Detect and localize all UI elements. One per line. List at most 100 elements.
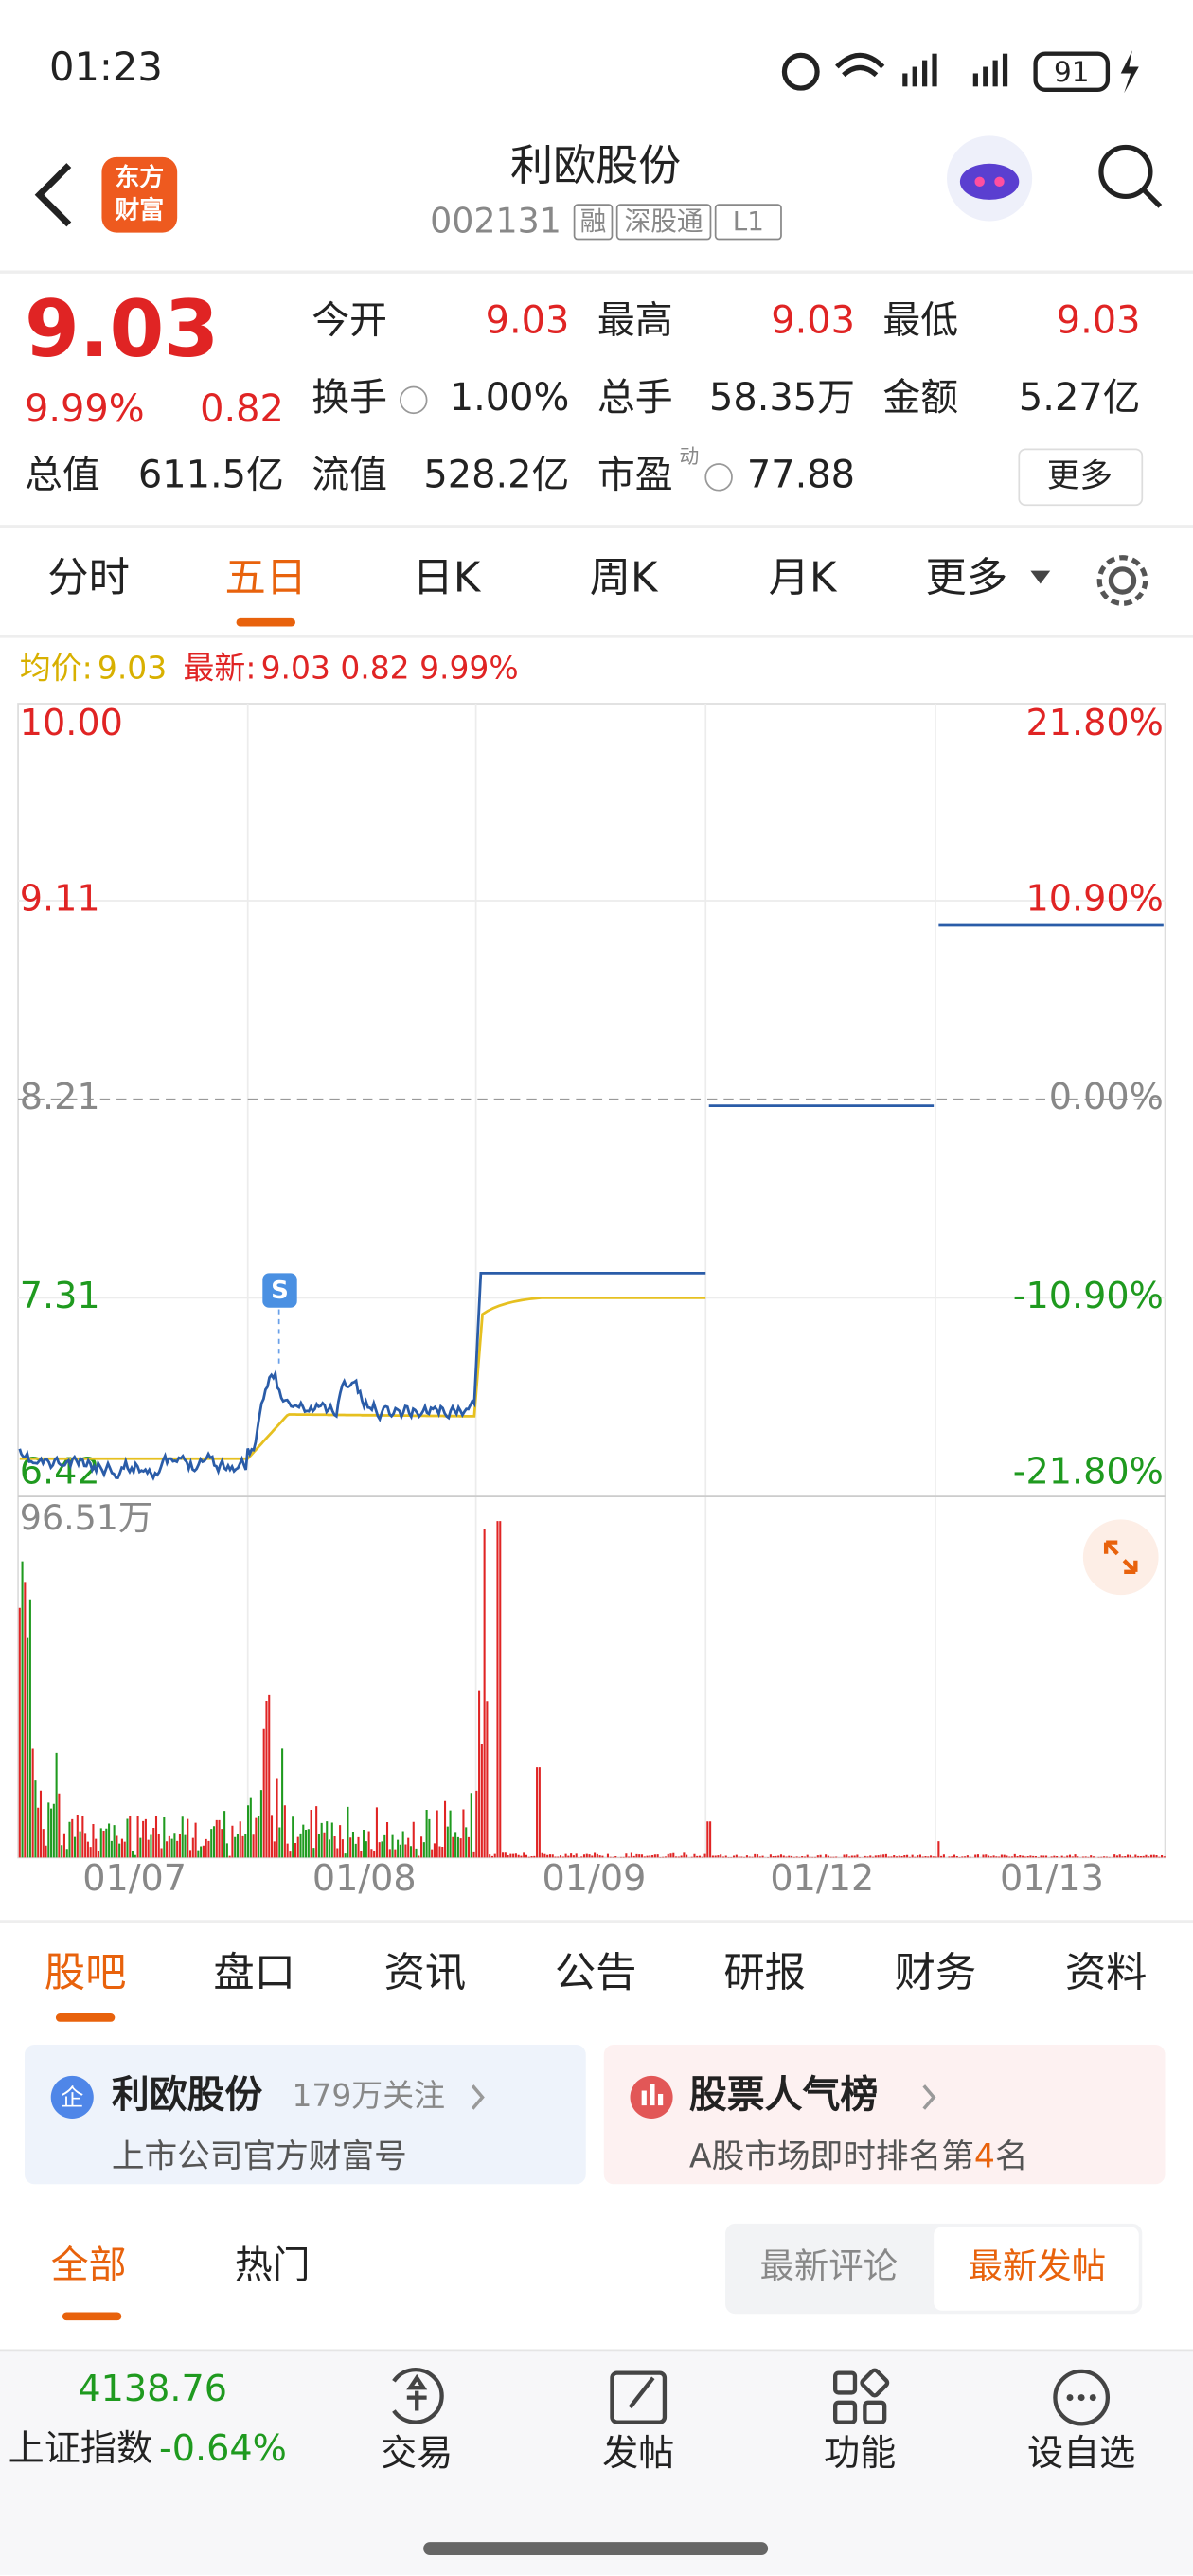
rank-title: 股票人气榜 <box>689 2073 878 2117</box>
company-card[interactable] <box>24 2044 586 2185</box>
quote-stats: 今开 9.03 最高 9.03 最低 9.03 换手 1.00% 总手 58.35万 金额 5.27亿… <box>25 298 1141 496</box>
y-label-right: -21.80% <box>1013 1450 1164 1492</box>
sort-post[interactable]: 最新发帖 <box>969 2245 1107 2286</box>
rank-card[interactable] <box>603 2044 1166 2185</box>
filter-hot[interactable]: 热门 <box>235 2244 311 2287</box>
bottom-items: 交易 发帖 功能 设自选 <box>381 2432 1135 2474</box>
post-icon <box>610 2370 668 2424</box>
latest-value: 9.03 0.82 9.99% <box>261 649 519 686</box>
info-tab[interactable]: 资料 <box>1065 1950 1148 1997</box>
stat-label: 换手 <box>312 376 387 420</box>
info-tab[interactable]: 公告 <box>555 1950 637 1997</box>
filter-all[interactable]: 全部 <box>51 2244 127 2287</box>
stat-value: 611.5亿 <box>138 453 284 496</box>
index-change: -0.64% <box>159 2427 287 2469</box>
info-tab[interactable]: 盘口 <box>213 1950 295 1997</box>
y-label-right: 21.80% <box>1025 702 1163 743</box>
stat-value: 528.2亿 <box>423 453 569 496</box>
stock-code: 002131 <box>430 201 561 242</box>
rank-sub-text: 名 <box>995 2138 1028 2176</box>
marker-box[interactable] <box>262 1273 297 1308</box>
index-value[interactable]: 4138.76 <box>78 2368 227 2409</box>
stat-value: 9.03 <box>486 298 570 342</box>
stat-label: 最低 <box>882 298 958 342</box>
company-follow: 179万关注 <box>293 2077 446 2114</box>
y-label-left: 6.42 <box>20 1450 100 1492</box>
chevron <box>922 2084 936 2110</box>
rank-sub-text: A股市场即时排名第 <box>689 2138 974 2176</box>
y-label-right: 10.90% <box>1025 877 1163 919</box>
date-label: 01/12 <box>770 1857 874 1899</box>
info-icon[interactable] <box>400 385 428 415</box>
price-line <box>18 923 1164 1481</box>
chart-tab[interactable]: 更多 <box>926 555 1008 602</box>
y-label-right: -10.90% <box>1013 1275 1164 1316</box>
dots <box>1066 2394 1096 2402</box>
stat-value: 9.03 <box>1057 298 1141 342</box>
avatar-eye <box>974 176 985 188</box>
date-label: 01/07 <box>82 1857 187 1899</box>
stat-label: 总值 <box>25 453 100 496</box>
tag-box <box>714 204 782 241</box>
date-label: 01/08 <box>312 1857 417 1899</box>
back-button[interactable] <box>34 163 72 227</box>
date-label: 01/09 <box>542 1857 646 1899</box>
stat-label: 市盈 <box>597 453 673 496</box>
avg-label: 均价: <box>20 649 93 686</box>
company-icon-text: 企 <box>61 2084 83 2111</box>
settings-button[interactable] <box>1096 555 1148 606</box>
info-tab[interactable]: 股吧 <box>45 1950 127 1997</box>
more-button[interactable] <box>1018 448 1144 507</box>
info-tab[interactable]: 资讯 <box>384 1950 467 1997</box>
search-button[interactable] <box>1098 144 1163 208</box>
chart-tab[interactable]: 五日 <box>224 555 307 602</box>
rank-sub: A股市场即时排名第4名 <box>689 2138 1028 2176</box>
bottom-item[interactable]: 设自选 <box>1027 2432 1135 2474</box>
home-indicator <box>423 2542 769 2555</box>
tag-box <box>615 204 712 241</box>
change-pct: 9.99% <box>25 387 145 431</box>
stat-value: 5.27亿 <box>1019 376 1141 420</box>
bottom-bar <box>0 2350 1193 2575</box>
chevron <box>471 2084 485 2110</box>
chart-expand[interactable] <box>1082 1519 1159 1596</box>
post-pen <box>628 2376 655 2409</box>
battery-level: 91 <box>1054 56 1089 88</box>
chart-legend: 均价: 9.03 最新: 9.03 0.82 9.99% <box>20 649 519 686</box>
chart-tab[interactable]: 月K <box>769 555 838 602</box>
bottom-item[interactable]: 功能 <box>824 2432 896 2474</box>
bottom-item[interactable]: 交易 <box>381 2432 453 2474</box>
stat-value: 77.88 <box>747 453 855 496</box>
stock-tags: 融深股通 L1 <box>573 204 782 241</box>
stat-label: 最高 <box>597 298 673 342</box>
more-label[interactable]: 更多 <box>1047 457 1113 495</box>
info-tab[interactable]: 财务 <box>895 1950 977 1997</box>
info-tab[interactable]: 研报 <box>723 1950 806 1997</box>
bottom-icons <box>392 2368 1111 2426</box>
marker-text: S <box>271 1277 289 1305</box>
sort-comment[interactable]: 最新评论 <box>759 2245 898 2286</box>
filter-underline <box>62 2312 122 2321</box>
volume-bars-up <box>18 1521 1166 1858</box>
avatar-face <box>959 163 1020 200</box>
tag-box <box>573 204 614 241</box>
tab-underline <box>236 617 295 627</box>
tab-underline <box>55 2013 116 2022</box>
stat-value: 58.35万 <box>709 376 855 420</box>
company-icon <box>50 2075 94 2119</box>
company-sub: 上市公司官方财富号 <box>112 2138 407 2176</box>
y-label-left: 10.00 <box>20 702 123 743</box>
y-label-left: 8.21 <box>20 1076 100 1118</box>
info-icon[interactable] <box>704 463 733 492</box>
stock-name: 利欧股份 <box>510 140 681 190</box>
y-label-left: 9.11 <box>20 877 100 919</box>
status-icons <box>781 50 1139 94</box>
chart-tab[interactable]: 日K <box>413 555 482 602</box>
index-line[interactable]: 上证指数 -0.64% <box>9 2427 287 2469</box>
change: 0.82 <box>200 387 284 431</box>
chart-tab[interactable]: 分时 <box>47 555 130 602</box>
chart-tab[interactable]: 周K <box>590 555 659 602</box>
trade-icon <box>392 2368 444 2424</box>
bottom-item[interactable]: 发帖 <box>602 2432 674 2474</box>
